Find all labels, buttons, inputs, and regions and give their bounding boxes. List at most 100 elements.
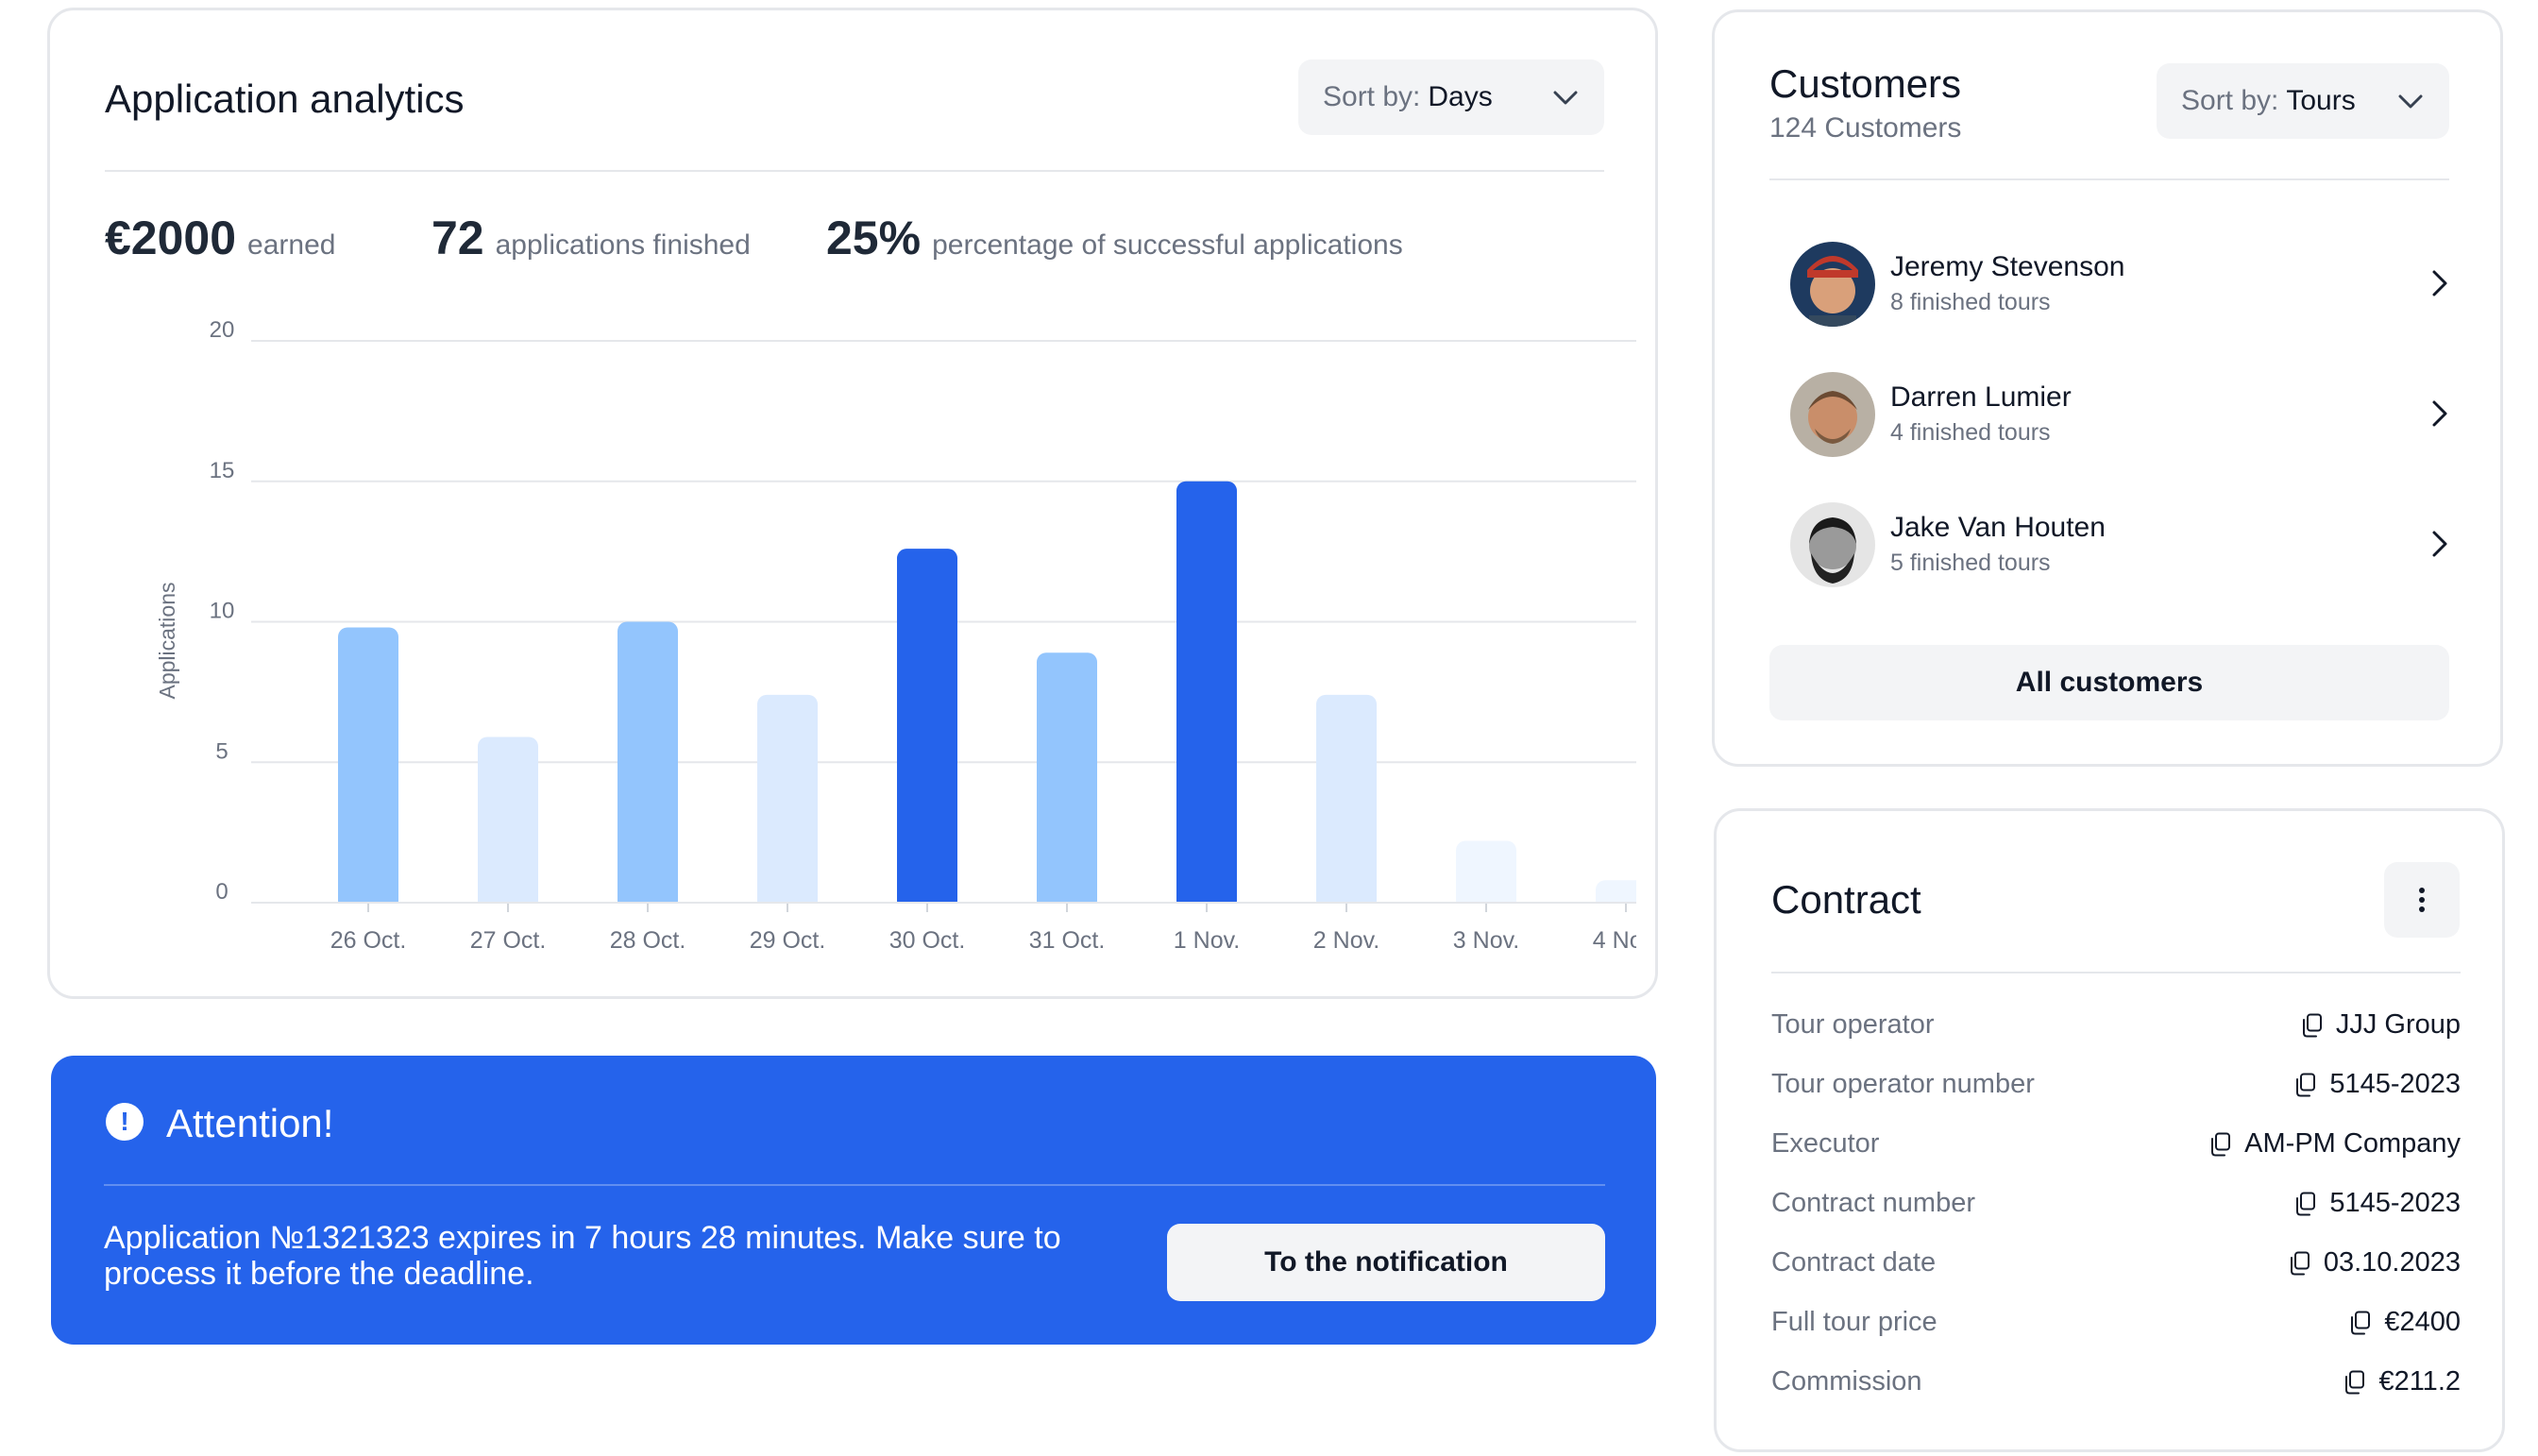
customer-name: Jake Van Houten xyxy=(1890,512,2106,543)
customers-divider xyxy=(1769,178,2449,180)
contract-row-label: Tour operator number xyxy=(1771,1069,2035,1099)
stat-success-percentage: 25% percentage of successful application… xyxy=(826,211,1403,265)
bar[interactable] xyxy=(1037,652,1097,910)
bar[interactable] xyxy=(897,549,957,910)
contract-row-value: JJJ Group xyxy=(2335,1009,2461,1040)
contract-row-value-wrap: 5145-2023 xyxy=(2295,1069,2461,1100)
x-tick-label: 4 Nov. xyxy=(1593,927,1636,954)
avatar xyxy=(1790,372,1875,457)
x-tick-label: 28 Oct. xyxy=(610,927,686,954)
copy-icon[interactable] xyxy=(2210,1132,2231,1157)
contract-row-label: Contract date xyxy=(1771,1247,1937,1278)
bar[interactable] xyxy=(757,694,818,910)
chevron-right-icon xyxy=(2432,531,2447,557)
application-analytics-card: Application analytics Sort by: Days €200… xyxy=(47,8,1658,999)
bar[interactable] xyxy=(1316,694,1377,910)
sort-prefix: Sort by: xyxy=(1323,81,1421,112)
copy-icon[interactable] xyxy=(2295,1192,2316,1216)
stat-label: earned xyxy=(247,229,336,261)
bar[interactable] xyxy=(1456,840,1516,910)
copy-icon[interactable] xyxy=(2295,1073,2316,1097)
attention-title: Attention! xyxy=(166,1101,334,1145)
x-tick-label: 3 Nov. xyxy=(1453,927,1519,954)
avatar xyxy=(1790,502,1875,587)
applications-bar-chart: 0 5 10 15 20 Applications 26 Oct. 27 Oct. 28 Oct… xyxy=(155,317,1636,954)
customers-title: Customers xyxy=(1769,61,1962,106)
y-tick-label: 10 xyxy=(210,599,235,624)
customer-tours: 4 finished tours xyxy=(1890,419,2051,446)
contract-row: Executor AM-PM Company xyxy=(1771,1128,2461,1166)
contract-row-value-wrap: €2400 xyxy=(2350,1307,2461,1338)
contract-row-value-wrap: AM-PM Company xyxy=(2210,1128,2461,1160)
customer-row[interactable]: Jake Van Houten 5 finished tours xyxy=(1790,502,2451,593)
attention-message: Application №1321323 expires in 7 hours … xyxy=(104,1220,1061,1292)
bar[interactable] xyxy=(478,736,538,910)
avatar xyxy=(1790,242,1875,327)
contract-row: Contract number 5145-2023 xyxy=(1771,1188,2461,1226)
contract-row-label: Commission xyxy=(1771,1366,1922,1397)
copy-icon[interactable] xyxy=(2344,1370,2365,1395)
chevron-down-icon xyxy=(2398,94,2423,109)
more-options-button[interactable] xyxy=(2384,862,2460,938)
contract-row-value-wrap: €211.2 xyxy=(2344,1366,2461,1397)
x-tick-label: 27 Oct. xyxy=(470,927,547,954)
y-tick-label: 20 xyxy=(210,317,235,343)
customer-tours: 8 finished tours xyxy=(1890,289,2051,315)
x-tick-label: 30 Oct. xyxy=(889,927,966,954)
stat-earned: €2000 earned xyxy=(105,211,335,265)
contract-row-value: 03.10.2023 xyxy=(2323,1247,2461,1278)
x-tick-label: 2 Nov. xyxy=(1313,927,1379,954)
bar[interactable] xyxy=(1176,481,1237,910)
customer-row[interactable]: Darren Lumier 4 finished tours xyxy=(1790,372,2451,463)
bar-base-mask xyxy=(1595,903,1636,912)
contract-row-value-wrap: 5145-2023 xyxy=(2295,1188,2461,1219)
x-tick-label: 1 Nov. xyxy=(1174,927,1240,954)
y-tick-label: 15 xyxy=(210,458,235,483)
y-tick-label: 0 xyxy=(215,879,228,905)
x-tick-label: 29 Oct. xyxy=(750,927,826,954)
copy-icon[interactable] xyxy=(2302,1013,2323,1038)
y-axis-label: Applications xyxy=(155,582,179,699)
customer-tours: 5 finished tours xyxy=(1890,550,2051,576)
copy-icon[interactable] xyxy=(2350,1311,2371,1335)
contract-row-label: Contract number xyxy=(1771,1188,1975,1218)
chevron-down-icon xyxy=(1553,91,1578,105)
customer-name: Darren Lumier xyxy=(1890,381,2072,413)
customer-name: Jeremy Stevenson xyxy=(1890,251,2125,282)
contract-divider xyxy=(1771,972,2461,973)
sort-value: Days xyxy=(1428,81,1493,112)
contract-row-value-wrap: 03.10.2023 xyxy=(2290,1247,2461,1278)
analytics-title: Application analytics xyxy=(105,76,465,121)
x-tick-label: 26 Oct. xyxy=(330,927,407,954)
contract-title: Contract xyxy=(1771,877,1921,922)
customer-row[interactable]: Jeremy Stevenson 8 finished tours xyxy=(1790,242,2451,332)
contract-row-value: 5145-2023 xyxy=(2329,1069,2461,1099)
bar[interactable] xyxy=(618,621,678,911)
all-customers-button[interactable]: All customers xyxy=(1769,645,2449,720)
stat-value: 25% xyxy=(826,212,922,264)
contract-row: Tour operator number 5145-2023 xyxy=(1771,1069,2461,1107)
contract-row: Contract date 03.10.2023 xyxy=(1771,1247,2461,1285)
customers-sort-dropdown[interactable]: Sort by: Tours xyxy=(2157,63,2449,139)
stat-value: €2000 xyxy=(105,212,237,264)
analytics-sort-dropdown[interactable]: Sort by: Days xyxy=(1298,59,1604,135)
copy-icon[interactable] xyxy=(2290,1251,2310,1276)
contract-row-value-wrap: JJJ Group xyxy=(2302,1009,2461,1041)
sort-prefix: Sort by: xyxy=(2181,85,2279,116)
chevron-right-icon xyxy=(2432,270,2447,296)
y-tick-label: 5 xyxy=(215,738,228,764)
sort-value: Tours xyxy=(2286,85,2356,116)
x-tick-label: 31 Oct. xyxy=(1029,927,1106,954)
customers-count: 124 Customers xyxy=(1769,112,1962,144)
attention-divider xyxy=(104,1184,1605,1186)
to-notification-button[interactable]: To the notification xyxy=(1167,1224,1605,1301)
stat-value: 72 xyxy=(431,212,484,264)
kebab-menu-icon xyxy=(2419,888,2425,912)
stat-applications-finished: 72 applications finished xyxy=(431,211,751,265)
contract-row-value: 5145-2023 xyxy=(2329,1188,2461,1218)
bar[interactable] xyxy=(338,627,398,910)
stat-label: applications finished xyxy=(495,229,751,261)
contract-row: Commission €211.2 xyxy=(1771,1366,2461,1404)
analytics-divider xyxy=(105,170,1604,172)
contract-row-label: Full tour price xyxy=(1771,1307,1937,1337)
